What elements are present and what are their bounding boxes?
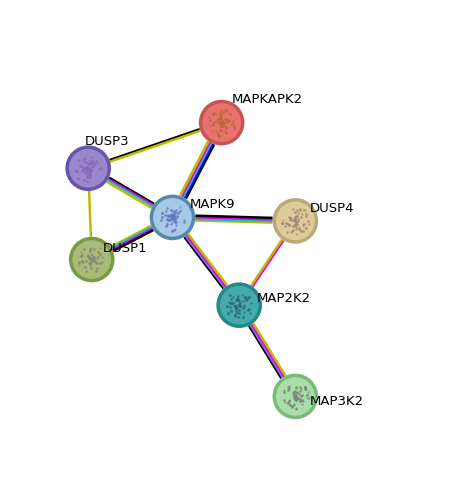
Text: MAPK9: MAPK9 — [190, 198, 236, 211]
Text: DUSP1: DUSP1 — [102, 242, 147, 255]
Circle shape — [273, 198, 318, 244]
Circle shape — [273, 374, 318, 420]
Circle shape — [199, 100, 245, 146]
Circle shape — [217, 282, 262, 328]
Circle shape — [65, 146, 111, 191]
Text: MAPKAPK2: MAPKAPK2 — [232, 94, 304, 106]
Circle shape — [153, 198, 192, 236]
Circle shape — [202, 104, 241, 142]
Circle shape — [276, 377, 315, 416]
Circle shape — [72, 240, 111, 279]
Text: DUSP3: DUSP3 — [85, 136, 130, 148]
Text: MAP3K2: MAP3K2 — [309, 395, 363, 408]
Text: DUSP4: DUSP4 — [309, 202, 354, 215]
Circle shape — [69, 149, 107, 188]
Text: MAP2K2: MAP2K2 — [257, 292, 311, 304]
Circle shape — [69, 236, 115, 282]
Circle shape — [149, 194, 195, 240]
Circle shape — [276, 202, 315, 240]
Circle shape — [220, 286, 259, 325]
